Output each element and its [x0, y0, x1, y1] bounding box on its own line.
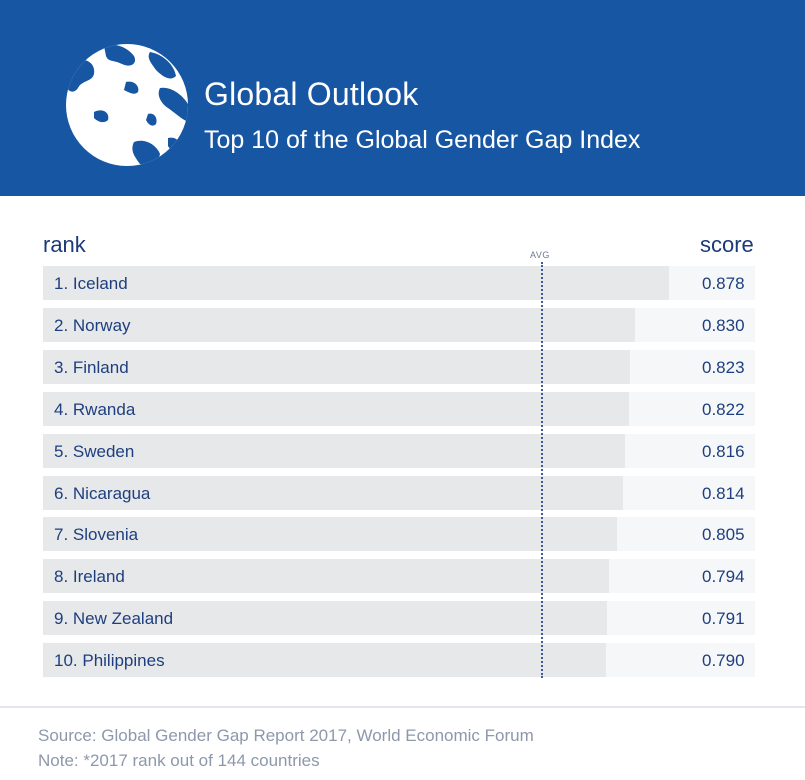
- score-value: 0.823: [702, 357, 745, 377]
- country-label: 5. Sweden: [54, 441, 135, 461]
- score-value: 0.794: [702, 567, 745, 587]
- score-value: 0.791: [702, 609, 745, 629]
- country-label: 6. Nicaragua: [54, 483, 151, 503]
- score-value: 0.830: [702, 315, 745, 335]
- page-subtitle: Top 10 of the Global Gender Gap Index: [204, 126, 641, 154]
- avg-label: AVG: [530, 250, 550, 260]
- source-note: Source: Global Gender Gap Report 2017, W…: [38, 726, 534, 745]
- header-banner: Global Outlook Top 10 of the Global Gend…: [0, 0, 805, 196]
- score-bar: [43, 601, 607, 636]
- avg-marker-line: [541, 262, 543, 678]
- table-row: 6. Nicaragua 0.814: [43, 475, 755, 510]
- score-bar: [43, 643, 606, 678]
- score-value: 0.814: [702, 483, 745, 503]
- country-label: 7. Slovenia: [54, 525, 139, 545]
- country-label: 9. New Zealand: [54, 609, 174, 629]
- country-label: 10. Philippines: [54, 651, 165, 671]
- score-value: 0.790: [702, 651, 745, 671]
- score-value: 0.805: [702, 525, 745, 545]
- score-bar: [43, 475, 624, 510]
- score-bar: [43, 307, 635, 342]
- table-row: 1. Iceland 0.878: [43, 266, 755, 300]
- table-row: 9. New Zealand 0.791: [43, 601, 755, 636]
- rank-column-header: rank: [43, 232, 86, 257]
- country-label: 3. Finland: [54, 357, 129, 377]
- table-row: 8. Ireland 0.794: [43, 559, 755, 594]
- score-bar: [43, 349, 630, 384]
- score-column-header: score: [700, 232, 754, 257]
- score-value: 0.816: [702, 441, 745, 461]
- table-row: 3. Finland 0.823: [43, 349, 755, 384]
- country-label: 4. Rwanda: [54, 399, 136, 419]
- table-row: 10. Philippines 0.790: [43, 643, 755, 678]
- score-bar: [43, 517, 617, 552]
- country-label: 2. Norway: [54, 315, 131, 335]
- country-label: 1. Iceland: [54, 274, 128, 293]
- score-bar: [43, 391, 629, 426]
- table-row: 5. Sweden 0.816: [43, 433, 755, 468]
- table-row: 7. Slovenia 0.805: [43, 517, 755, 552]
- globe-icon: [66, 44, 188, 166]
- footnote: Note: *2017 rank out of 144 countries: [38, 751, 320, 770]
- score-bar: [43, 559, 609, 594]
- score-value: 0.878: [702, 274, 745, 293]
- score-value: 0.822: [702, 399, 745, 419]
- table-row: 2. Norway 0.830: [43, 307, 755, 342]
- score-bar: [43, 266, 669, 300]
- country-label: 8. Ireland: [54, 567, 125, 587]
- footer-divider: [0, 706, 805, 708]
- table-row: 4. Rwanda 0.822: [43, 391, 755, 426]
- score-bar: [43, 433, 625, 468]
- page-title: Global Outlook: [204, 76, 419, 112]
